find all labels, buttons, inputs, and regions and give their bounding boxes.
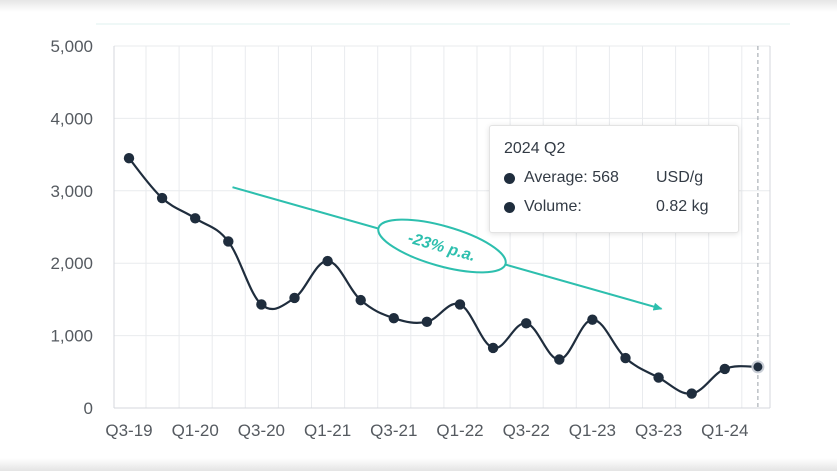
data-point[interactable] — [355, 294, 366, 306]
y-tick-label: 2,000 — [50, 254, 93, 273]
tooltip-row-volume: Volume: — [504, 197, 582, 217]
data-point[interactable] — [123, 153, 135, 164]
tooltip-row-average: Average: 568 — [504, 168, 619, 188]
data-point[interactable] — [322, 255, 333, 267]
data-point-hovered[interactable] — [751, 360, 765, 374]
data-point[interactable] — [454, 299, 466, 310]
y-tick-label: 0 — [84, 399, 93, 418]
data-point[interactable] — [587, 314, 598, 325]
x-tick-label: Q1-22 — [436, 421, 483, 440]
x-tick-label: Q3-22 — [503, 421, 550, 440]
tooltip-volume-label: Volume: — [524, 198, 582, 215]
series-dot-icon — [504, 172, 515, 184]
data-point[interactable] — [289, 292, 300, 304]
y-tick-label: 1,000 — [50, 327, 93, 346]
y-tick-label: 3,000 — [50, 182, 93, 201]
trend-layer: -23% p.a. — [232, 186, 663, 311]
data-point[interactable] — [719, 363, 730, 375]
top-shadow — [0, 0, 837, 12]
data-point[interactable] — [223, 236, 234, 247]
data-point[interactable] — [388, 313, 399, 324]
bottom-shadow — [0, 458, 837, 471]
data-point[interactable] — [421, 316, 433, 328]
x-tick-label: Q1-21 — [304, 421, 351, 440]
data-point[interactable] — [190, 213, 201, 224]
tooltip-average-label: Average: 568 — [524, 169, 619, 186]
data-point[interactable] — [686, 388, 697, 399]
tooltip-title: 2024 Q2 — [504, 140, 566, 157]
y-tick-label: 5,000 — [50, 37, 93, 56]
x-tick-label: Q3-23 — [635, 421, 682, 440]
series-average-price — [123, 153, 765, 399]
axes: 0 1,000 2,000 3,000 4,000 5,000 Q3-19 Q1-20 Q3-2… — [50, 37, 771, 440]
data-point[interactable] — [487, 342, 499, 354]
hover-tooltip: 2024 Q2 Average: 568 USD/g Volume: 0.82 … — [489, 125, 739, 233]
x-tick-label: Q3-19 — [105, 421, 152, 440]
data-point[interactable] — [554, 354, 565, 365]
x-tick-label: Q3-21 — [370, 421, 417, 440]
tooltip-volume-value: 0.82 kg — [656, 198, 709, 215]
x-tick-label: Q1-24 — [701, 421, 748, 440]
trend-label-ellipse — [377, 218, 507, 274]
data-point[interactable] — [521, 318, 532, 329]
tooltip-average-unit: USD/g — [656, 169, 704, 186]
y-tick-label: 4,000 — [50, 109, 93, 128]
x-tick-label: Q1-20 — [172, 421, 219, 440]
x-tick-label: Q1-23 — [569, 421, 616, 440]
data-point[interactable] — [620, 352, 631, 364]
series-dot-icon — [504, 201, 515, 213]
data-point[interactable] — [156, 192, 168, 204]
x-tick-label: Q3-20 — [238, 421, 285, 440]
data-point[interactable] — [653, 372, 664, 383]
data-point[interactable] — [256, 299, 267, 310]
